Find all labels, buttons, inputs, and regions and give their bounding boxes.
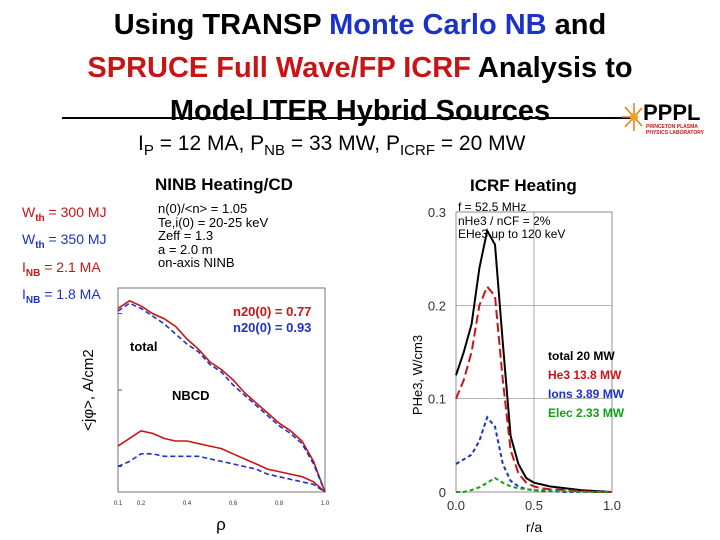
- plasma-parameters: IP = 12 MA, PNB = 33 MW, PICRF = 20 MW: [138, 132, 525, 159]
- x-tick-label: 0.8: [275, 501, 284, 507]
- title-line-1: Using TRANSP Monte Carlo NB and: [0, 4, 720, 47]
- icrf-legend-entry: total 20 MW: [548, 349, 615, 363]
- pppl-logo: PPPL PRINCETON PLASMA PHYSICS LABORATORY: [622, 100, 705, 136]
- logo-subtext-1: PRINCETON PLASMA: [646, 124, 698, 130]
- stat-row: Wth = 300 MJ: [22, 202, 107, 229]
- stat-value: = 2.1 MA: [40, 258, 101, 275]
- icrf-legend-entry: He3 13.8 MW: [548, 368, 622, 382]
- legend-blue: n20(0) = 0.93: [233, 320, 311, 335]
- title-divider: [62, 117, 634, 119]
- icrf-legend-entry: Elec 2.33 MW: [548, 406, 625, 420]
- pnb-value: = 33 MW,: [285, 132, 386, 155]
- title-highlight-red: SPRUCE Full Wave/FP ICRF: [87, 52, 471, 84]
- title-line-2: SPRUCE Full Wave/FP ICRF Analysis to: [0, 47, 720, 90]
- stat-symbol: I: [22, 285, 26, 302]
- series-line-total-1: [117, 302, 326, 493]
- x-tick-label: 0.2: [137, 501, 146, 507]
- stat-row: INB = 1.8 MA: [22, 284, 107, 311]
- stat-row: Wth = 350 MJ: [22, 229, 107, 256]
- nbcd-annotation: NBCD: [172, 388, 210, 403]
- pnb-subscript: NB: [264, 142, 286, 160]
- title-part: Using TRANSP: [113, 9, 330, 41]
- slide-title: Using TRANSP Monte Carlo NB and SPRUCE F…: [0, 4, 720, 133]
- pnb-symbol: P: [250, 132, 265, 155]
- title-highlight-blue: Monte Carlo NB: [329, 9, 547, 41]
- x-tick-label: 0.4: [183, 501, 192, 507]
- y-tick-label: 0.3: [428, 205, 446, 220]
- nb-heading: NINB Heating/CD: [155, 175, 293, 194]
- stat-subscript: NB: [25, 294, 41, 306]
- logo-subtext-2: PHYSICS LABORATORY: [646, 130, 705, 136]
- icrf-param: nHe3 / nCF = 2%: [458, 213, 551, 228]
- ip-symbol: I: [138, 132, 144, 155]
- icrf-legend-entry: Ions 3.89 MW: [548, 387, 625, 401]
- series-line-NBCD-3: [117, 453, 326, 493]
- y-tick-label: 0.1: [428, 392, 446, 407]
- icrf-param: f = 52.5 MHz: [458, 200, 527, 214]
- x-tick-label: 0.6: [229, 501, 238, 507]
- ip-value: = 12 MA,: [153, 132, 251, 155]
- picrf-symbol: P: [385, 132, 400, 155]
- x-tick-label: 0.1: [114, 501, 123, 507]
- ip-subscript: P: [143, 142, 154, 160]
- title-part: Analysis to: [470, 52, 633, 84]
- x-tick-label: 1.0: [321, 501, 330, 507]
- stat-subscript: NB: [25, 267, 41, 279]
- stat-symbol: W: [22, 204, 36, 220]
- picrf-subscript: ICRF: [399, 142, 435, 160]
- x-axis-label: r/a: [526, 519, 543, 535]
- x-tick-label: 0.5: [525, 498, 543, 513]
- picrf-value: = 20 MW: [434, 132, 526, 155]
- icrf-series-3: [456, 476, 612, 493]
- stat-value: = 350 MJ: [44, 231, 107, 248]
- nb-param: n(0)/<n> = 1.05: [158, 201, 248, 216]
- title-part: Model ITER Hybrid Sources: [169, 95, 551, 127]
- nb-param: Zeff = 1.3: [158, 228, 214, 243]
- icrf-series-0: [455, 227, 613, 493]
- nb-param: Te,i(0) = 20-25 keV: [158, 214, 269, 230]
- stat-value: = 300 MJ: [44, 204, 107, 220]
- logo-text: PPPL: [643, 100, 700, 125]
- nb-param: on-axis NINB: [158, 255, 235, 270]
- y-tick-label: 0.2: [428, 298, 446, 313]
- title-line-3: Model ITER Hybrid Sources: [0, 90, 720, 133]
- stat-subscript: th: [35, 240, 45, 252]
- y-tick-label: 0: [439, 485, 446, 500]
- x-axis-label: ρ: [216, 515, 226, 534]
- stat-symbol: W: [22, 231, 36, 248]
- nb-stats: Wth = 300 MJ Wth = 350 MJ INB = 2.1 MA I…: [22, 202, 107, 311]
- series-line-NBCD-2: [117, 429, 326, 493]
- x-tick-label: 0.0: [447, 498, 465, 513]
- nb-params: n(0)/<n> = 1.05 Te,i(0) = 20-25 keV Zeff…: [158, 202, 268, 270]
- x-tick-label: 1.0: [603, 498, 621, 513]
- nb-param: a = 2.0 m: [158, 241, 213, 257]
- stat-subscript: th: [35, 212, 45, 224]
- legend-red: n20(0) = 0.77: [233, 304, 311, 319]
- stat-value: = 1.8 MA: [40, 285, 101, 302]
- icrf-heading: ICRF Heating: [470, 176, 577, 195]
- total-annotation: total: [130, 339, 157, 354]
- y-axis-label: <jφ>, A/cm2: [80, 349, 97, 430]
- y-axis-label: PHe3, W/cm3: [410, 335, 425, 415]
- stat-row: INB = 2.1 MA: [22, 257, 107, 284]
- title-part: and: [546, 9, 607, 41]
- series-line-total-0: [117, 299, 326, 493]
- stat-symbol: I: [22, 258, 26, 275]
